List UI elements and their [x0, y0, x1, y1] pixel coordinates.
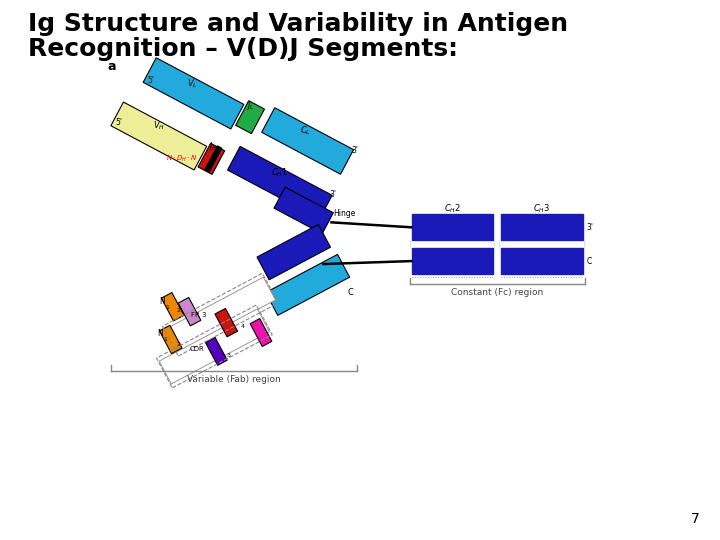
Polygon shape	[228, 146, 332, 219]
Text: 1: 1	[163, 338, 168, 342]
Polygon shape	[215, 308, 238, 337]
Polygon shape	[143, 58, 244, 129]
Text: Hinge: Hinge	[333, 210, 356, 218]
Text: 5': 5'	[115, 118, 122, 127]
Polygon shape	[250, 319, 272, 347]
Text: 2: 2	[176, 342, 181, 347]
Text: N: N	[159, 297, 165, 306]
Text: 5': 5'	[147, 77, 154, 85]
Polygon shape	[261, 108, 354, 174]
Text: $V_L$: $V_L$	[187, 77, 198, 90]
Text: $V_H$: $V_H$	[153, 119, 165, 132]
Polygon shape	[198, 143, 225, 174]
Text: 4: 4	[241, 323, 245, 328]
Polygon shape	[205, 146, 222, 172]
Polygon shape	[205, 338, 228, 366]
Polygon shape	[159, 325, 182, 354]
Polygon shape	[235, 101, 264, 133]
Text: C: C	[347, 288, 354, 297]
Text: a: a	[107, 59, 116, 72]
Text: 3': 3'	[351, 146, 359, 155]
Text: $C_H3$: $C_H3$	[534, 202, 550, 215]
Text: C: C	[587, 256, 592, 266]
Bar	[501, 214, 582, 240]
Polygon shape	[179, 298, 201, 326]
Text: Constant (Fc) region: Constant (Fc) region	[451, 288, 544, 297]
Polygon shape	[257, 225, 330, 280]
Text: Variable (Fab) region: Variable (Fab) region	[187, 375, 281, 384]
Polygon shape	[159, 309, 269, 384]
Polygon shape	[165, 277, 276, 352]
Bar	[412, 248, 493, 274]
Text: $N \cdot D_H \cdot N$: $N \cdot D_H \cdot N$	[166, 154, 197, 164]
Polygon shape	[274, 187, 333, 234]
Text: $C_H1$: $C_H1$	[271, 167, 289, 179]
Text: 7: 7	[691, 512, 700, 526]
Text: FR 3: FR 3	[191, 312, 206, 318]
Polygon shape	[111, 102, 207, 170]
Bar	[412, 214, 493, 240]
Text: Ig Structure and Variability in Antigen: Ig Structure and Variability in Antigen	[28, 12, 568, 36]
Text: $C_H2$: $C_H2$	[444, 202, 461, 215]
Polygon shape	[266, 254, 350, 315]
Text: $J_H$: $J_H$	[207, 140, 217, 153]
Text: $J_L$: $J_L$	[246, 99, 254, 112]
Text: 3': 3'	[587, 223, 593, 232]
Text: $C_L$: $C_L$	[300, 124, 311, 137]
Text: 3: 3	[226, 353, 230, 359]
Bar	[501, 248, 582, 274]
Polygon shape	[161, 293, 184, 321]
Text: CDR: CDR	[189, 346, 204, 353]
Text: N: N	[157, 329, 163, 339]
Text: 3': 3'	[330, 190, 336, 199]
Text: 1: 1	[166, 305, 170, 310]
Text: Recognition – V(D)J Segments:: Recognition – V(D)J Segments:	[28, 37, 458, 61]
Text: 2: 2	[176, 308, 181, 313]
